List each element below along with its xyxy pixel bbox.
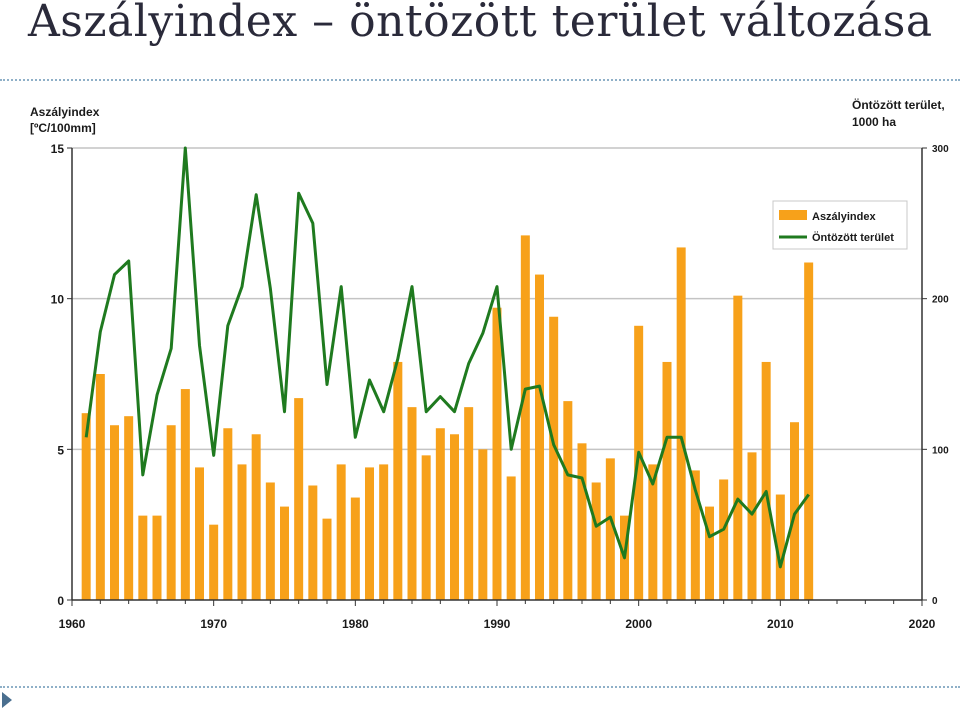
bar-1981 — [365, 467, 374, 600]
bar-1993 — [535, 274, 544, 600]
bar-1984 — [407, 407, 417, 600]
bar-1985 — [421, 455, 431, 600]
irrigated-area-line — [84, 146, 810, 569]
bar-1970 — [209, 524, 219, 600]
bar-1990 — [492, 307, 502, 600]
x-tick-label-1990: 1990 — [484, 617, 511, 631]
bar-1972 — [237, 464, 247, 600]
bar-1974 — [265, 482, 275, 600]
bar-2002 — [662, 361, 672, 600]
bar-2006 — [719, 479, 729, 600]
right-axis-title: Öntözött terület, — [852, 97, 945, 112]
footer-divider — [0, 686, 960, 688]
bar-1982 — [379, 464, 389, 600]
irrigated-area-line-layer — [84, 146, 810, 569]
left-tick-label-10: 10 — [51, 293, 65, 307]
bar-1961 — [81, 413, 91, 600]
bar-2008 — [747, 452, 757, 600]
bar-1979 — [336, 464, 346, 600]
legend-swatch-bar — [779, 210, 807, 220]
bar-2007 — [733, 295, 743, 600]
bar-1987 — [450, 434, 459, 600]
x-tick-label-1960: 1960 — [59, 617, 86, 631]
bar-1969 — [195, 467, 204, 600]
right-axis-unit: 1000 ha — [852, 115, 896, 129]
bar-1997 — [591, 482, 601, 600]
bar-1992 — [520, 235, 530, 601]
right-tick-label-200: 200 — [932, 295, 949, 306]
bar-1965 — [138, 515, 148, 600]
bar-1963 — [110, 425, 119, 600]
chart-panel: 0 5 10 15 0 100 200 300 1960 1970 1980 1990 2000 2010… — [22, 88, 960, 640]
bar-1983 — [393, 361, 403, 600]
drought-index-bars — [81, 235, 814, 601]
bar-1962 — [95, 374, 105, 600]
bar-2012 — [804, 262, 814, 600]
bar-2004 — [690, 470, 700, 600]
bar-1980 — [350, 497, 360, 600]
chart-legend: Aszályindex Öntözött terület — [772, 200, 908, 250]
bar-2005 — [705, 506, 714, 600]
bar-1976 — [294, 398, 304, 600]
page-title: Aszályindex – öntözött terület változása — [28, 0, 933, 47]
title-divider — [0, 79, 960, 81]
bar-1978 — [322, 518, 332, 600]
bar-2003 — [676, 247, 686, 600]
legend-box — [772, 200, 908, 250]
left-axis-unit: [ºC/100mm] — [30, 121, 96, 135]
bar-1988 — [464, 407, 474, 600]
tick-labels: 0 5 10 15 0 100 200 300 1960 1970 1980 1990 2000 2010… — [51, 142, 949, 631]
left-tick-label-0: 0 — [57, 594, 64, 608]
bar-1964 — [124, 416, 134, 600]
axes — [67, 147, 927, 606]
bullet-arrow-icon — [2, 692, 12, 708]
x-tick-label-2020: 2020 — [909, 617, 936, 631]
left-tick-label-15: 15 — [51, 142, 65, 156]
legend-label-irrigated-area: Öntözött terület — [812, 231, 894, 244]
drought-irrigation-chart: 0 5 10 15 0 100 200 300 1960 1970 1980 1990 2000 2010… — [30, 97, 949, 631]
bar-1989 — [478, 449, 488, 600]
legend-label-drought-index: Aszályindex — [812, 211, 876, 223]
bar-1994 — [549, 316, 559, 600]
right-tick-label-100: 100 — [932, 445, 949, 456]
bar-1975 — [280, 506, 289, 600]
bar-1991 — [506, 476, 516, 600]
x-tick-label-2000: 2000 — [625, 617, 652, 631]
x-tick-label-2010: 2010 — [767, 617, 794, 631]
x-tick-label-1970: 1970 — [200, 617, 227, 631]
left-tick-label-5: 5 — [57, 443, 64, 457]
right-tick-label-0: 0 — [932, 596, 938, 607]
bar-1998 — [605, 458, 615, 600]
bar-1977 — [308, 485, 318, 600]
bar-1967 — [166, 425, 176, 600]
bar-1971 — [223, 428, 233, 600]
bar-2010 — [775, 494, 785, 600]
bar-1966 — [152, 515, 162, 600]
bar-1973 — [251, 434, 261, 600]
bar-1986 — [435, 428, 445, 600]
right-tick-label-300: 300 — [932, 144, 949, 155]
bar-1968 — [180, 389, 190, 600]
bar-2011 — [790, 422, 799, 600]
bar-1996 — [577, 443, 587, 600]
bar-2001 — [648, 464, 658, 600]
bar-1995 — [563, 401, 573, 600]
bar-2009 — [761, 361, 771, 600]
x-tick-label-1980: 1980 — [342, 617, 369, 631]
left-axis-title: Aszályindex — [30, 105, 100, 119]
